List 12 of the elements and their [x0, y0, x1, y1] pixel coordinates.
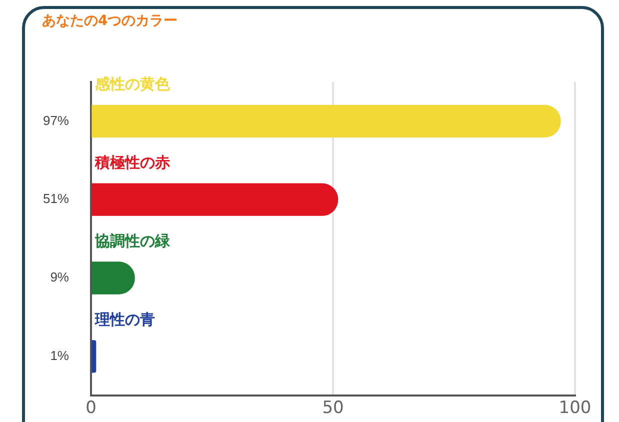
x-tick-label: 100 [558, 398, 592, 418]
y-tick-label: 積極性の赤 [94, 153, 170, 172]
x-tick-label: 50 [322, 398, 344, 418]
data-label: 97% [42, 112, 70, 128]
x-tick-label: 0 [86, 398, 96, 418]
data-label: 9% [50, 270, 70, 285]
y-tick-label: 理性の青 [94, 310, 155, 328]
data-label: 1% [50, 348, 70, 363]
data-label: 51% [42, 191, 70, 206]
y-tick-label: 感性の黄色 [94, 75, 171, 94]
chart-title: あなたの4つのカラー [42, 12, 178, 30]
y-tick-label: 協調性の緑 [94, 232, 171, 250]
